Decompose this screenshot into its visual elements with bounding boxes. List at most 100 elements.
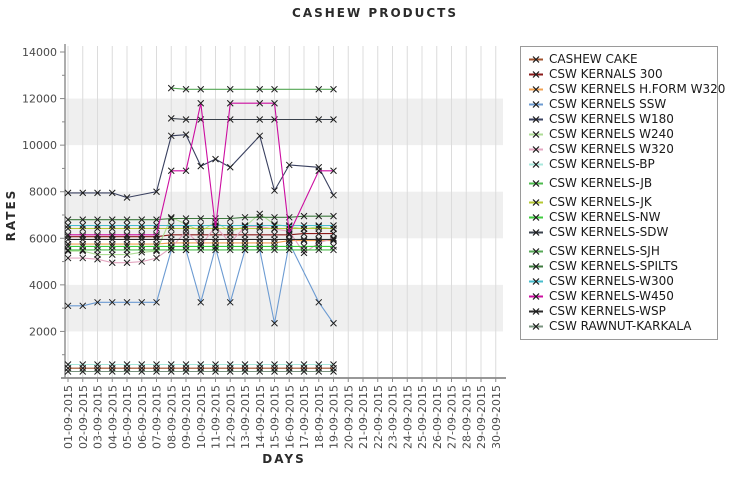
legend-label: CSW KERNELS-SDW [549,225,669,239]
legend-label: CSW KERNELS-W450 [549,289,674,303]
svg-text:14-09-2015: 14-09-2015 [254,385,267,449]
legend-marker-icon [529,248,543,255]
legend-marker-icon [529,199,543,206]
legend-label: CSW KERNELS-WSP [549,304,666,318]
legend-label: CSW KERNELS W180 [549,112,674,126]
svg-text:14000: 14000 [22,46,57,59]
svg-text:11-09-2015: 11-09-2015 [210,385,223,449]
legend-label: CSW KERNELS W320 [549,142,674,156]
svg-text:10000: 10000 [22,139,57,152]
legend-marker-icon [529,56,543,63]
svg-text:19-09-2015: 19-09-2015 [328,385,341,449]
series-csw-rawnut-karkala [64,368,337,375]
svg-text:09-09-2015: 09-09-2015 [180,385,193,449]
legend-item-csw-kernels-ssw: CSW KERNELS SSW [527,97,713,112]
svg-text:27-09-2015: 27-09-2015 [446,385,459,449]
legend-item-csw-kernels-h-form-w320: CSW KERNELS H.FORM W320 [527,82,725,97]
svg-text:02-09-2015: 02-09-2015 [77,385,90,449]
legend-item-csw-kernals-300: CSW KERNALS 300 [527,67,713,82]
legend-item-csw-kernels-bp: CSW KERNELS-BP [527,157,713,172]
svg-text:24-09-2015: 24-09-2015 [401,385,414,449]
legend-label: CSW KERNELS-W300 [549,274,674,288]
svg-text:23-09-2015: 23-09-2015 [387,385,400,449]
legend-marker-icon [529,308,543,315]
svg-text:04-09-2015: 04-09-2015 [106,385,119,449]
svg-text:21-09-2015: 21-09-2015 [357,385,370,449]
legend-marker-icon [529,71,543,78]
legend-item-csw-kernels-nw: CSW KERNELS-NW [527,210,713,225]
legend-label: CSW KERNELS H.FORM W320 [549,82,726,96]
legend-marker-icon [529,278,543,285]
y-axis-labels: 2000 4000 6000 8000 10000 12000 14000 [22,46,65,356]
legend-marker-icon [529,214,543,221]
x-axis-title: DAYS [262,452,306,466]
legend-marker-icon [529,101,543,108]
legend-item-csw-kernels-w240: CSW KERNELS W240 [527,127,713,142]
svg-text:17-09-2015: 17-09-2015 [298,385,311,449]
legend: CASHEW CAKE CSW KERNALS 300 CSW KERNELS H.… [520,46,725,340]
series-csw-kernels-spilts [64,212,337,224]
svg-text:25-09-2015: 25-09-2015 [416,385,429,449]
legend-marker-icon [529,116,543,123]
legend-item-csw-rawnut-karkala: CSW RAWNUT-KARKALA [527,319,713,334]
legend-item-csw-kernels-sjh: CSW KERNELS-SJH [527,244,713,259]
svg-text:30-09-2015: 30-09-2015 [490,385,503,449]
svg-text:28-09-2015: 28-09-2015 [460,385,473,449]
legend-item-csw-kernels-w320: CSW KERNELS W320 [527,142,713,157]
legend-marker-icon [529,146,543,153]
svg-text:16-09-2015: 16-09-2015 [283,385,296,449]
legend-item-csw-kernels-jk: CSW KERNELS-JK [527,195,713,210]
legend-marker-icon [529,263,543,270]
svg-text:05-09-2015: 05-09-2015 [121,385,134,449]
legend-item-csw-kernels-w450: CSW KERNELS-W450 [527,289,713,304]
series-csw-kernels-wsp [64,236,337,243]
svg-text:07-09-2015: 07-09-2015 [151,385,164,449]
svg-text:12-09-2015: 12-09-2015 [224,385,237,449]
svg-text:01-09-2015: 01-09-2015 [62,385,75,449]
legend-label: CSW RAWNUT-KARKALA [549,319,692,333]
legend-marker-icon [529,323,543,330]
legend-item-csw-kernels-sdw: CSW KERNELS-SDW [527,225,713,240]
svg-text:03-09-2015: 03-09-2015 [92,385,105,449]
plot-bands [65,98,503,332]
svg-text:26-09-2015: 26-09-2015 [431,385,444,449]
svg-text:18-09-2015: 18-09-2015 [313,385,326,449]
legend-item-csw-kernels-w180: CSW KERNELS W180 [527,112,713,127]
series-csw-kernels-w180 [64,131,337,201]
svg-text:06-09-2015: 06-09-2015 [136,385,149,449]
legend-label: CSW KERNELS-JK [549,195,652,209]
svg-text:13-09-2015: 13-09-2015 [239,385,252,449]
legend-marker-icon [529,229,543,236]
svg-text:2000: 2000 [29,325,57,338]
svg-text:20-09-2015: 20-09-2015 [342,385,355,449]
legend-label: CSW KERNELS-BP [549,157,655,171]
svg-text:4000: 4000 [29,279,57,292]
series-csw-kernels-w450 [64,99,337,239]
legend-label: CSW KERNELS-NW [549,210,661,224]
legend-label: CSW KERNELS-JB [549,176,653,190]
legend-label: CSW KERNALS 300 [549,67,663,81]
legend-marker-icon [529,161,543,168]
legend-item-csw-kernels-wsp: CSW KERNELS-WSP [527,304,713,319]
legend-marker-icon [529,131,543,138]
legend-label: CSW KERNELS-SJH [549,244,660,258]
series-csw-kernels-bp [64,361,337,368]
svg-text:12000: 12000 [22,93,57,106]
legend-item-csw-kernels-w300: CSW KERNELS-W300 [527,274,713,289]
svg-text:6000: 6000 [29,232,57,245]
series-csw-kernels-nw [64,243,337,250]
legend-item-csw-kernels-spilts: CSW KERNELS-SPILTS [527,259,713,274]
axes [61,44,506,379]
legend-item-cashew-cake: CASHEW CAKE [527,52,713,67]
legend-label: CSW KERNELS W240 [549,127,674,141]
legend-label: CASHEW CAKE [549,52,638,66]
gridlines [67,46,497,378]
series-csw-kernels-w300 [64,222,337,229]
svg-text:8000: 8000 [29,186,57,199]
svg-text:08-09-2015: 08-09-2015 [165,385,178,449]
x-axis-labels: 01-09-2015 02-09-2015 03-09-2015 04-09-2015… [62,378,503,449]
legend-marker-icon [529,86,543,93]
svg-text:22-09-2015: 22-09-2015 [372,385,385,449]
svg-text:15-09-2015: 15-09-2015 [269,385,282,449]
